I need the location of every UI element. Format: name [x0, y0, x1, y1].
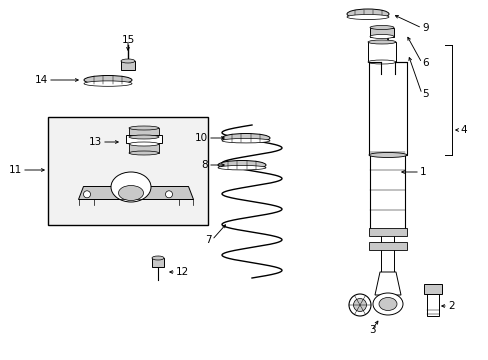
Text: 3: 3	[368, 325, 375, 335]
Bar	[368, 228, 407, 236]
Bar	[381, 88, 394, 130]
Text: 11: 11	[9, 165, 22, 175]
Ellipse shape	[346, 14, 388, 19]
Text: 12: 12	[176, 267, 189, 277]
Polygon shape	[374, 272, 400, 295]
Ellipse shape	[83, 191, 90, 198]
Bar	[380, 62, 394, 74]
Ellipse shape	[348, 294, 370, 316]
Bar	[423, 284, 441, 294]
Ellipse shape	[222, 134, 269, 143]
Polygon shape	[79, 186, 193, 199]
Bar	[48, 117, 207, 225]
Ellipse shape	[378, 297, 396, 310]
Text: 7: 7	[205, 235, 212, 245]
Bar	[369, 27, 393, 36]
Bar	[426, 294, 438, 316]
Ellipse shape	[222, 139, 269, 143]
Ellipse shape	[129, 135, 159, 139]
Ellipse shape	[129, 151, 159, 155]
Bar	[129, 128, 159, 137]
Bar	[367, 42, 395, 62]
Ellipse shape	[84, 81, 132, 86]
Ellipse shape	[84, 76, 132, 85]
Bar	[121, 61, 135, 70]
Ellipse shape	[118, 185, 143, 201]
Ellipse shape	[111, 172, 151, 202]
Ellipse shape	[218, 166, 265, 170]
Ellipse shape	[218, 161, 265, 170]
Ellipse shape	[129, 126, 159, 130]
Text: 13: 13	[88, 137, 102, 147]
Text: 9: 9	[421, 23, 428, 33]
Text: 4: 4	[459, 125, 466, 135]
Ellipse shape	[121, 59, 135, 63]
Bar	[126, 135, 162, 143]
Text: 5: 5	[421, 89, 428, 99]
Ellipse shape	[369, 35, 393, 39]
Ellipse shape	[346, 9, 388, 19]
Bar	[381, 232, 394, 272]
Ellipse shape	[353, 298, 366, 311]
Ellipse shape	[369, 26, 393, 30]
Text: 14: 14	[35, 75, 48, 85]
Ellipse shape	[372, 293, 402, 315]
Bar	[129, 144, 159, 153]
Bar	[152, 258, 163, 267]
Text: 15: 15	[121, 35, 134, 45]
Ellipse shape	[368, 153, 406, 158]
Bar	[368, 242, 407, 250]
Ellipse shape	[367, 60, 395, 64]
Ellipse shape	[152, 256, 163, 260]
Text: 10: 10	[195, 133, 207, 143]
Text: 2: 2	[447, 301, 454, 311]
Text: 6: 6	[421, 58, 428, 68]
Text: 1: 1	[419, 167, 426, 177]
Bar	[370, 130, 405, 232]
Bar	[368, 62, 406, 155]
Ellipse shape	[367, 40, 395, 44]
Ellipse shape	[129, 142, 159, 146]
Ellipse shape	[165, 191, 172, 198]
Text: 8: 8	[201, 160, 207, 170]
